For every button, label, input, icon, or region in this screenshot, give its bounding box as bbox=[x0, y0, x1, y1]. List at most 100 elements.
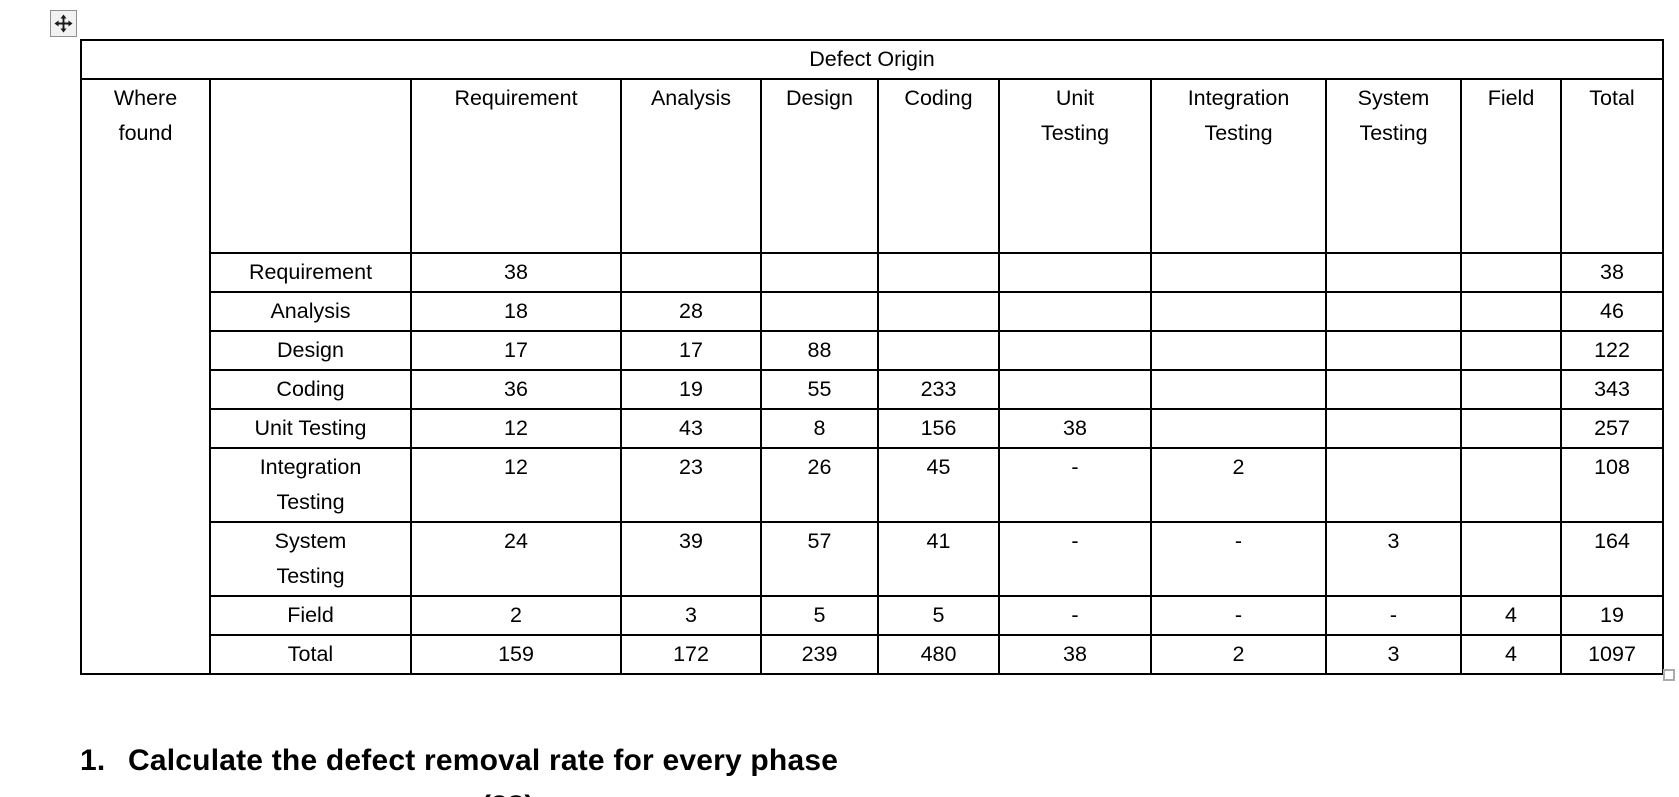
cell bbox=[998, 252, 1152, 293]
row-label: Integration Testing bbox=[209, 447, 412, 523]
cell bbox=[1325, 330, 1462, 371]
cell bbox=[1460, 369, 1562, 410]
cell bbox=[877, 252, 1000, 293]
cell bbox=[1460, 447, 1562, 523]
cell bbox=[620, 252, 762, 293]
cell: 156 bbox=[877, 408, 1000, 449]
cell: 55 bbox=[760, 369, 879, 410]
cell bbox=[1460, 330, 1562, 371]
heading-text: Calculate the defect removal rate for ev… bbox=[128, 744, 839, 777]
cell: 17 bbox=[620, 330, 762, 371]
cell: 3 bbox=[1325, 521, 1462, 597]
row-label: Analysis bbox=[209, 291, 412, 332]
exercise-heading: 1. Calculate the defect removal rate for… bbox=[80, 742, 838, 780]
cell bbox=[760, 291, 879, 332]
row-label: Total bbox=[209, 634, 412, 675]
cell: 3 bbox=[1325, 634, 1462, 675]
cell: 164 bbox=[1560, 521, 1664, 597]
cell: 2 bbox=[1150, 634, 1327, 675]
cell: 239 bbox=[760, 634, 879, 675]
cell: - bbox=[1150, 595, 1327, 636]
move-arrows-icon bbox=[54, 14, 73, 33]
row-label: Design bbox=[209, 330, 412, 371]
cell: - bbox=[998, 447, 1152, 523]
cell: 39 bbox=[620, 521, 762, 597]
cell bbox=[1460, 252, 1562, 293]
cell: 108 bbox=[1560, 447, 1664, 523]
cell: 17 bbox=[410, 330, 622, 371]
column-header-field: Field bbox=[1460, 78, 1562, 254]
cell: 480 bbox=[877, 634, 1000, 675]
table-row-design: Design 17 17 88 122 bbox=[81, 330, 1664, 371]
cell: 38 bbox=[410, 252, 622, 293]
column-header-design: Design bbox=[760, 78, 879, 254]
cell bbox=[998, 291, 1152, 332]
cell: 5 bbox=[760, 595, 879, 636]
column-header-integration-testing: Integration Testing bbox=[1150, 78, 1327, 254]
cell: 19 bbox=[1560, 595, 1664, 636]
table-title: Defect Origin bbox=[80, 39, 1664, 80]
cell: 5 bbox=[877, 595, 1000, 636]
cell: 1097 bbox=[1560, 634, 1664, 675]
column-header-unit-testing: Unit Testing bbox=[998, 78, 1152, 254]
cell: 38 bbox=[1560, 252, 1664, 293]
cell: 19 bbox=[620, 369, 762, 410]
cell: 233 bbox=[877, 369, 1000, 410]
column-header-requirement: Requirement bbox=[410, 78, 622, 254]
cell bbox=[1150, 330, 1327, 371]
cell: 57 bbox=[760, 521, 879, 597]
cell bbox=[1325, 252, 1462, 293]
cell: 88 bbox=[760, 330, 879, 371]
row-label: System Testing bbox=[209, 521, 412, 597]
cell bbox=[1325, 291, 1462, 332]
cell bbox=[877, 291, 1000, 332]
cell: 8 bbox=[760, 408, 879, 449]
cell bbox=[998, 369, 1152, 410]
cell: - bbox=[998, 595, 1152, 636]
cell: 343 bbox=[1560, 369, 1664, 410]
row-label: Unit Testing bbox=[209, 408, 412, 449]
row-label: Coding bbox=[209, 369, 412, 410]
cell: 28 bbox=[620, 291, 762, 332]
cell bbox=[1150, 369, 1327, 410]
table-row-system-testing: System Testing 24 39 57 41 - - 3 164 bbox=[81, 521, 1664, 597]
cell bbox=[760, 252, 879, 293]
cell: 12 bbox=[410, 408, 622, 449]
column-header-coding: Coding bbox=[877, 78, 1000, 254]
cell: 46 bbox=[1560, 291, 1664, 332]
table-move-handle-button[interactable] bbox=[50, 10, 77, 37]
table-row-field: Field 2 3 5 5 - - - 4 19 bbox=[81, 595, 1664, 636]
cell: 257 bbox=[1560, 408, 1664, 449]
column-header-total: Total bbox=[1560, 78, 1664, 254]
cell: 26 bbox=[760, 447, 879, 523]
cell: 36 bbox=[410, 369, 622, 410]
cell: 43 bbox=[620, 408, 762, 449]
cell: 3 bbox=[620, 595, 762, 636]
column-header-blank bbox=[209, 78, 412, 254]
cell: - bbox=[1150, 521, 1327, 597]
cell: 38 bbox=[998, 408, 1152, 449]
table-row-requirement: Requirement 38 38 bbox=[81, 252, 1664, 293]
where-found-label: Where found bbox=[80, 78, 211, 675]
cell: - bbox=[1325, 595, 1462, 636]
cell: 4 bbox=[1460, 595, 1562, 636]
cell: 159 bbox=[410, 634, 622, 675]
cell: 24 bbox=[410, 521, 622, 597]
table-row-total: Total 159 172 239 480 38 2 3 4 1097 bbox=[81, 634, 1664, 675]
cell: 12 bbox=[410, 447, 622, 523]
cell bbox=[1325, 369, 1462, 410]
table-row-analysis: Analysis 18 28 46 bbox=[81, 291, 1664, 332]
cell: - bbox=[998, 521, 1152, 597]
cell bbox=[1325, 447, 1462, 523]
cell bbox=[1325, 408, 1462, 449]
cell: 2 bbox=[410, 595, 622, 636]
cell bbox=[1150, 252, 1327, 293]
cell bbox=[1150, 291, 1327, 332]
table-resize-handle[interactable] bbox=[1663, 669, 1675, 681]
cell bbox=[1460, 291, 1562, 332]
cell bbox=[1150, 408, 1327, 449]
table-row-unit-testing: Unit Testing 12 43 8 156 38 257 bbox=[81, 408, 1664, 449]
cell: 38 bbox=[998, 634, 1152, 675]
cell: 172 bbox=[620, 634, 762, 675]
cell bbox=[1460, 408, 1562, 449]
